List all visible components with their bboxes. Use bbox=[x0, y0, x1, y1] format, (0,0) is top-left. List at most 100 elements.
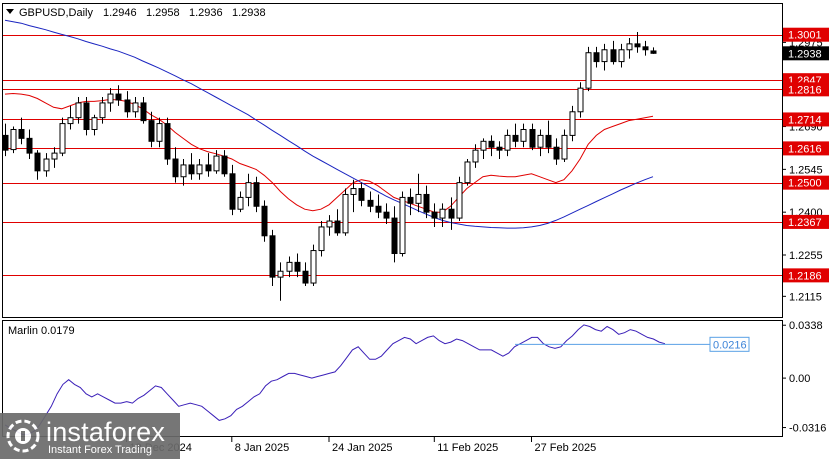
marlin-indicator: 0.0216 0.0338 0.00 -0.0316 bbox=[4, 320, 826, 435]
candle-body bbox=[132, 102, 139, 113]
level-tag: 1.2500 bbox=[788, 178, 822, 190]
marlin-current-box bbox=[709, 336, 750, 352]
current-price-tag-box bbox=[783, 46, 829, 61]
price-tick-label: 1.2545 bbox=[789, 164, 823, 176]
candle-body bbox=[561, 134, 568, 160]
candle-body bbox=[140, 102, 147, 122]
candle-body bbox=[148, 120, 155, 142]
candle-body bbox=[610, 49, 617, 63]
candle-body bbox=[391, 217, 398, 255]
candle-body bbox=[601, 49, 608, 63]
candle-body bbox=[585, 52, 592, 89]
level-tag-box bbox=[783, 175, 829, 190]
logo-tagline: Instant Forex Trading bbox=[48, 444, 152, 456]
candle-body bbox=[577, 87, 584, 113]
candle-body bbox=[399, 196, 406, 255]
candlesticks bbox=[2, 32, 657, 301]
candle-body bbox=[650, 50, 657, 54]
level-tag: 1.2367 bbox=[788, 217, 822, 229]
candle-body bbox=[43, 158, 50, 172]
candle-body bbox=[375, 205, 382, 213]
candle-body bbox=[294, 261, 301, 272]
price-tick-label: 1.2115 bbox=[789, 291, 822, 303]
candle-body bbox=[488, 140, 495, 148]
symbol-label: GBPUSD,Daily bbox=[19, 7, 93, 19]
candle-body bbox=[245, 182, 252, 198]
candle-body bbox=[269, 235, 276, 278]
candle-body bbox=[188, 164, 195, 175]
candle-body bbox=[423, 193, 430, 213]
candle-body bbox=[156, 123, 163, 142]
ohlc-high: 1.2958 bbox=[146, 7, 180, 19]
candle-body bbox=[496, 146, 503, 151]
candle-body bbox=[59, 123, 66, 154]
candle-body bbox=[26, 137, 33, 154]
current-price-tag: 1.2938 bbox=[788, 48, 822, 60]
candle-body bbox=[172, 158, 179, 178]
support-resistance-levels bbox=[3, 35, 782, 276]
candle-body bbox=[302, 270, 309, 284]
candle-body bbox=[310, 250, 317, 284]
candle-body bbox=[350, 188, 357, 195]
candle-body bbox=[456, 182, 463, 219]
level-tag-box bbox=[783, 82, 829, 97]
candle-body bbox=[634, 43, 641, 48]
instaforex-logo-icon bbox=[6, 419, 40, 453]
candle-body bbox=[253, 182, 260, 207]
candle-body bbox=[213, 155, 220, 172]
candle-body bbox=[383, 211, 390, 219]
candle-body bbox=[75, 102, 82, 119]
candle-body bbox=[545, 134, 552, 148]
date-tick-label: 27 Feb 2025 bbox=[535, 442, 597, 454]
indicator-tick-label: 0.00 bbox=[789, 373, 810, 385]
date-tick-label: 11 Feb 2025 bbox=[437, 442, 498, 454]
date-tick-label: 24 Jan 2025 bbox=[332, 442, 393, 454]
candle-body bbox=[221, 155, 228, 175]
candle-body bbox=[99, 102, 106, 119]
collapse-triangle-icon[interactable] bbox=[6, 9, 14, 14]
level-tag-box bbox=[783, 27, 829, 42]
blue-moving-average bbox=[4, 19, 654, 229]
level-tag-box bbox=[783, 214, 829, 229]
candle-body bbox=[439, 208, 446, 219]
candle-body bbox=[18, 128, 25, 139]
indicator-tick-label: 0.0338 bbox=[789, 320, 823, 332]
candle-body bbox=[51, 152, 58, 160]
candle-body bbox=[67, 117, 74, 125]
candle-body bbox=[115, 93, 122, 101]
date-tick-label: 8 Jan 2025 bbox=[235, 442, 289, 454]
candle-body bbox=[464, 161, 471, 184]
level-tag: 1.2714 bbox=[788, 114, 822, 126]
indicator-tick-label: -0.0316 bbox=[789, 423, 826, 435]
level-tag-box bbox=[783, 112, 829, 127]
logo-name: instaforex bbox=[46, 417, 166, 447]
candle-body bbox=[261, 205, 268, 237]
candle-body bbox=[277, 270, 284, 278]
candle-body bbox=[431, 211, 438, 219]
candle-body bbox=[286, 261, 293, 272]
candle-body bbox=[415, 193, 422, 204]
candle-body bbox=[237, 196, 244, 210]
level-tag: 1.2616 bbox=[788, 143, 822, 155]
candle-body bbox=[318, 226, 325, 252]
candle-body bbox=[537, 134, 544, 148]
candle-body bbox=[448, 208, 455, 219]
candle-body bbox=[107, 93, 114, 104]
candle-body bbox=[618, 49, 625, 63]
level-tags: 1.30011.28471.28161.27141.26161.25001.23… bbox=[783, 27, 829, 283]
level-tag-box bbox=[783, 141, 829, 156]
candle-body bbox=[626, 43, 633, 51]
ohlc-low: 1.2936 bbox=[189, 7, 223, 19]
marlin-current-label: 0.0216 bbox=[713, 339, 747, 351]
candle-body bbox=[407, 196, 414, 204]
instaforex-logo: instaforex Instant Forex Trading bbox=[0, 413, 180, 459]
candle-body bbox=[196, 164, 203, 175]
candle-body bbox=[229, 173, 236, 210]
candle-body bbox=[642, 46, 649, 51]
candle-body bbox=[529, 128, 536, 148]
candle-body bbox=[205, 164, 212, 172]
level-tag-box bbox=[783, 268, 829, 283]
marlin-line bbox=[4, 324, 666, 435]
